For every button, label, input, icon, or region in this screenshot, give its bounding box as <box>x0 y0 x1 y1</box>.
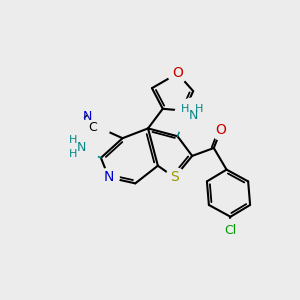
Text: N: N <box>188 109 198 122</box>
Text: S: S <box>170 170 179 184</box>
Text: N: N <box>82 110 92 123</box>
Text: H: H <box>181 104 190 114</box>
Text: Cl: Cl <box>224 224 237 237</box>
Text: C: C <box>89 121 98 134</box>
Text: H: H <box>195 104 203 114</box>
Text: H: H <box>69 135 78 145</box>
Text: N: N <box>76 141 86 154</box>
Text: O: O <box>215 123 226 137</box>
Text: N: N <box>103 170 114 184</box>
Text: O: O <box>172 66 183 80</box>
Text: H: H <box>69 149 78 159</box>
